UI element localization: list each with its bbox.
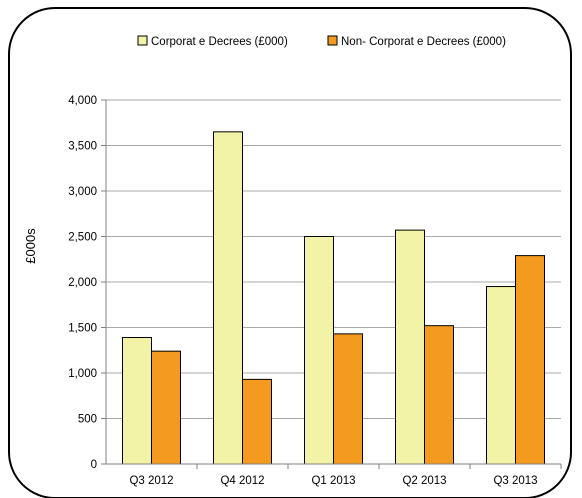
y-axis-label: £000s: [23, 228, 38, 264]
legend-swatch-non-corporate: [327, 35, 338, 46]
y-axis-ticks: 0 500 1,000 1,500 2,000 2,500 3,000 3,500 4,000: [68, 95, 106, 471]
y-tick-label: 1,000: [68, 368, 97, 380]
x-tick-label: Q3 2012: [129, 475, 173, 487]
bar-corporate-0: [122, 337, 152, 465]
y-tick-label: 3,500: [68, 141, 97, 153]
bar-corporate-2: [304, 236, 334, 465]
bar-corporate-4: [486, 286, 516, 465]
bar-corporate-3: [395, 229, 425, 465]
bars: [122, 131, 545, 465]
legend-label-non-corporate: Non- Corporat e Decrees (£000): [341, 36, 506, 48]
y-tick-label: 4,000: [68, 95, 97, 107]
bar-non-corporate-3: [424, 325, 454, 465]
x-tick-label: Q3 2013: [493, 475, 537, 487]
bar-non-corporate-1: [242, 378, 272, 465]
y-tick-label: 1,500: [68, 323, 97, 335]
bar-non-corporate-4: [515, 255, 545, 465]
y-tick-label: 3,000: [68, 186, 97, 198]
legend: Corporat e Decrees (£000) Non- Corporat …: [137, 35, 506, 48]
x-tick-label: Q4 2012: [220, 475, 264, 487]
x-tick-label: Q1 2013: [311, 475, 355, 487]
bar-corporate-1: [213, 131, 243, 465]
bar-non-corporate-2: [333, 333, 363, 465]
x-axis-ticks: Q3 2012 Q4 2012 Q1 2013 Q2 2013 Q3 2013: [129, 464, 562, 487]
legend-swatch-corporate: [137, 35, 148, 46]
y-tick-label: 2,500: [68, 232, 97, 244]
y-tick-label: 0: [91, 459, 97, 471]
legend-label-corporate: Corporat e Decrees (£000): [151, 36, 288, 48]
x-tick-label: Q2 2013: [402, 475, 446, 487]
y-tick-label: 500: [78, 414, 97, 426]
y-tick-label: 2,000: [68, 277, 97, 289]
bar-non-corporate-0: [151, 350, 181, 465]
